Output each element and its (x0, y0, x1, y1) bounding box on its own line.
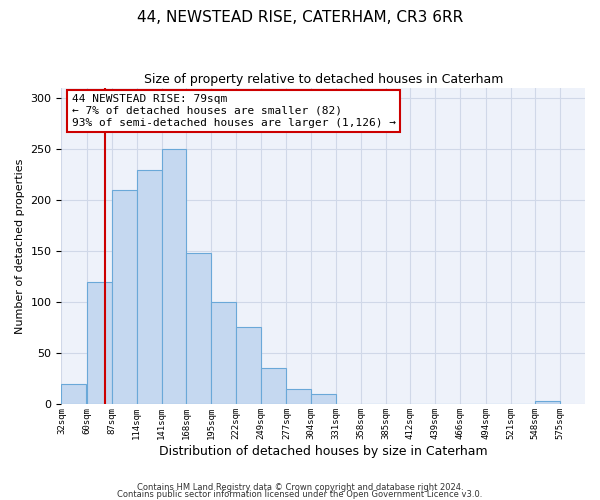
Text: Contains public sector information licensed under the Open Government Licence v3: Contains public sector information licen… (118, 490, 482, 499)
Text: 44, NEWSTEAD RISE, CATERHAM, CR3 6RR: 44, NEWSTEAD RISE, CATERHAM, CR3 6RR (137, 10, 463, 25)
Bar (236, 328, 261, 404)
Bar (286, 388, 311, 404)
Bar (311, 394, 336, 404)
Bar (112, 190, 137, 404)
Bar (535, 401, 560, 404)
Bar (261, 368, 286, 404)
Bar (61, 384, 86, 404)
Bar (87, 282, 112, 404)
Bar (161, 149, 187, 404)
Text: Contains HM Land Registry data © Crown copyright and database right 2024.: Contains HM Land Registry data © Crown c… (137, 484, 463, 492)
Bar (187, 253, 211, 404)
Bar (137, 170, 161, 404)
Bar (211, 302, 236, 404)
Title: Size of property relative to detached houses in Caterham: Size of property relative to detached ho… (143, 72, 503, 86)
X-axis label: Distribution of detached houses by size in Caterham: Distribution of detached houses by size … (159, 444, 488, 458)
Text: 44 NEWSTEAD RISE: 79sqm
← 7% of detached houses are smaller (82)
93% of semi-det: 44 NEWSTEAD RISE: 79sqm ← 7% of detached… (72, 94, 396, 128)
Y-axis label: Number of detached properties: Number of detached properties (15, 158, 25, 334)
